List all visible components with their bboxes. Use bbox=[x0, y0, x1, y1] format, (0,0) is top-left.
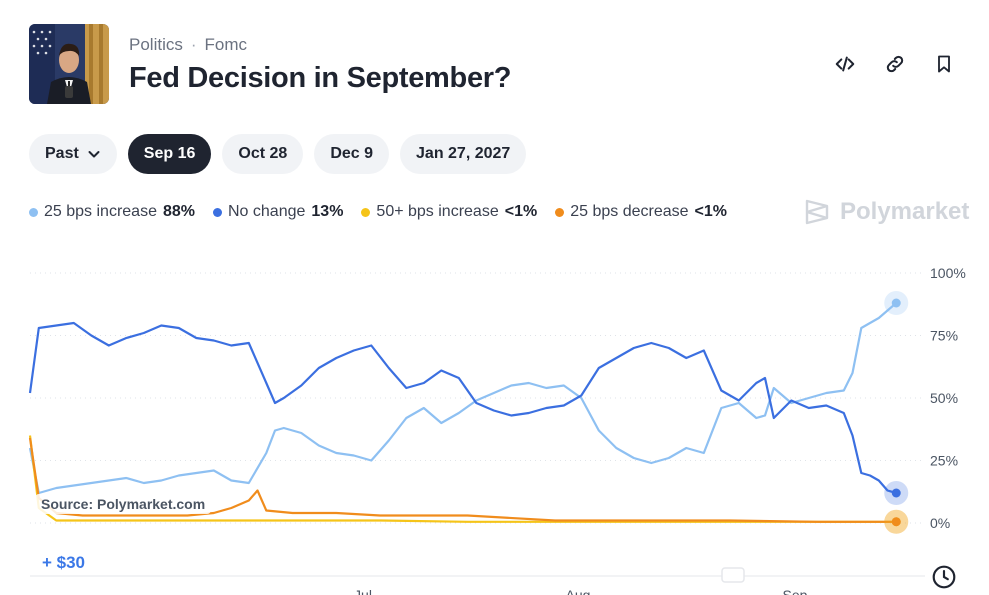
series-line-25-bps-increase bbox=[28, 302, 898, 495]
clock-icon[interactable] bbox=[931, 564, 957, 590]
legend-label: 25 bps increase bbox=[44, 203, 157, 220]
legend-dot bbox=[29, 207, 38, 217]
legend-item-25-bps-decrease[interactable]: 25 bps decrease <1% bbox=[555, 203, 727, 221]
breadcrumb-separator: · bbox=[190, 35, 197, 54]
x-tick-label: Jul bbox=[354, 587, 372, 595]
chevron-down-icon bbox=[88, 151, 100, 158]
legend-value: 88% bbox=[162, 203, 195, 220]
series-end-point-25-bps-increase bbox=[891, 298, 901, 308]
y-tick-label: 25% bbox=[930, 453, 958, 469]
legend-label: 25 bps decrease bbox=[570, 203, 689, 220]
x-tick-label: Sep bbox=[783, 587, 808, 595]
legend-item-no-change[interactable]: No change 13% bbox=[213, 203, 343, 221]
probability-chart[interactable]: 100% 75% 50% 25% 0% Jul Aug Sep bbox=[0, 250, 989, 595]
legend-value: 13% bbox=[311, 203, 344, 220]
y-tick-label: 50% bbox=[930, 390, 958, 406]
series-end-point-no-change bbox=[891, 488, 901, 498]
tab-sep-16-label: Sep 16 bbox=[143, 145, 196, 162]
y-tick-label: 0% bbox=[930, 515, 950, 531]
breadcrumb-category[interactable]: Politics bbox=[129, 35, 183, 54]
tab-jan-27-2027-label: Jan 27, 2027 bbox=[416, 145, 511, 162]
breadcrumb: Politics · Fomc bbox=[129, 35, 247, 55]
polymarket-logo: Polymarket bbox=[804, 198, 969, 226]
volume-amount: + $30 bbox=[42, 553, 86, 572]
legend-label: 50+ bps increase bbox=[376, 203, 499, 220]
tab-dec-9-label: Dec 9 bbox=[330, 145, 374, 162]
series-end-point-25-bps-decrease bbox=[891, 517, 901, 527]
legend-dot bbox=[555, 207, 565, 217]
tab-oct-28[interactable]: Oct 28 bbox=[222, 134, 304, 174]
legend-item-50-bps-increase[interactable]: 50+ bps increase <1% bbox=[361, 203, 537, 221]
tab-jan-27-2027[interactable]: Jan 27, 2027 bbox=[400, 134, 527, 174]
legend-value: <1% bbox=[504, 203, 538, 220]
series-line-no-change bbox=[28, 321, 897, 495]
range-handle bbox=[721, 567, 745, 583]
legend-dot bbox=[361, 207, 371, 217]
market-thumbnail bbox=[29, 24, 109, 104]
chart-source: Source: Polymarket.com bbox=[35, 494, 212, 514]
x-tick-label: Aug bbox=[566, 587, 591, 595]
chart-legend: 25 bps increase 88% No change 13% 50+ bp… bbox=[29, 203, 727, 221]
y-tick-label: 100% bbox=[930, 265, 966, 281]
tab-past[interactable]: Past bbox=[29, 134, 117, 174]
legend-dot bbox=[213, 207, 222, 217]
breadcrumb-subcategory[interactable]: Fomc bbox=[204, 35, 248, 54]
date-tabs: Past Sep 16 Oct 28 Dec 9 Jan 27, 2027 bbox=[29, 134, 527, 174]
series-line-25-bps-decrease bbox=[28, 437, 897, 523]
page-title: Fed Decision in September? bbox=[129, 62, 512, 94]
tab-past-label: Past bbox=[45, 145, 79, 162]
legend-value: <1% bbox=[694, 203, 727, 220]
tab-dec-9[interactable]: Dec 9 bbox=[314, 134, 390, 174]
tab-oct-28-label: Oct 28 bbox=[238, 145, 288, 162]
polymarket-logo-text: Polymarket bbox=[840, 198, 970, 225]
polymarket-logo-icon bbox=[805, 199, 829, 225]
tab-sep-16[interactable]: Sep 16 bbox=[127, 134, 212, 174]
link-icon[interactable] bbox=[881, 50, 909, 78]
legend-item-25-bps-increase[interactable]: 25 bps increase 88% bbox=[29, 203, 195, 221]
y-tick-label: 75% bbox=[930, 328, 958, 344]
legend-label: No change bbox=[228, 203, 306, 220]
bookmark-icon[interactable] bbox=[930, 50, 958, 78]
embed-code-icon[interactable] bbox=[831, 50, 859, 78]
